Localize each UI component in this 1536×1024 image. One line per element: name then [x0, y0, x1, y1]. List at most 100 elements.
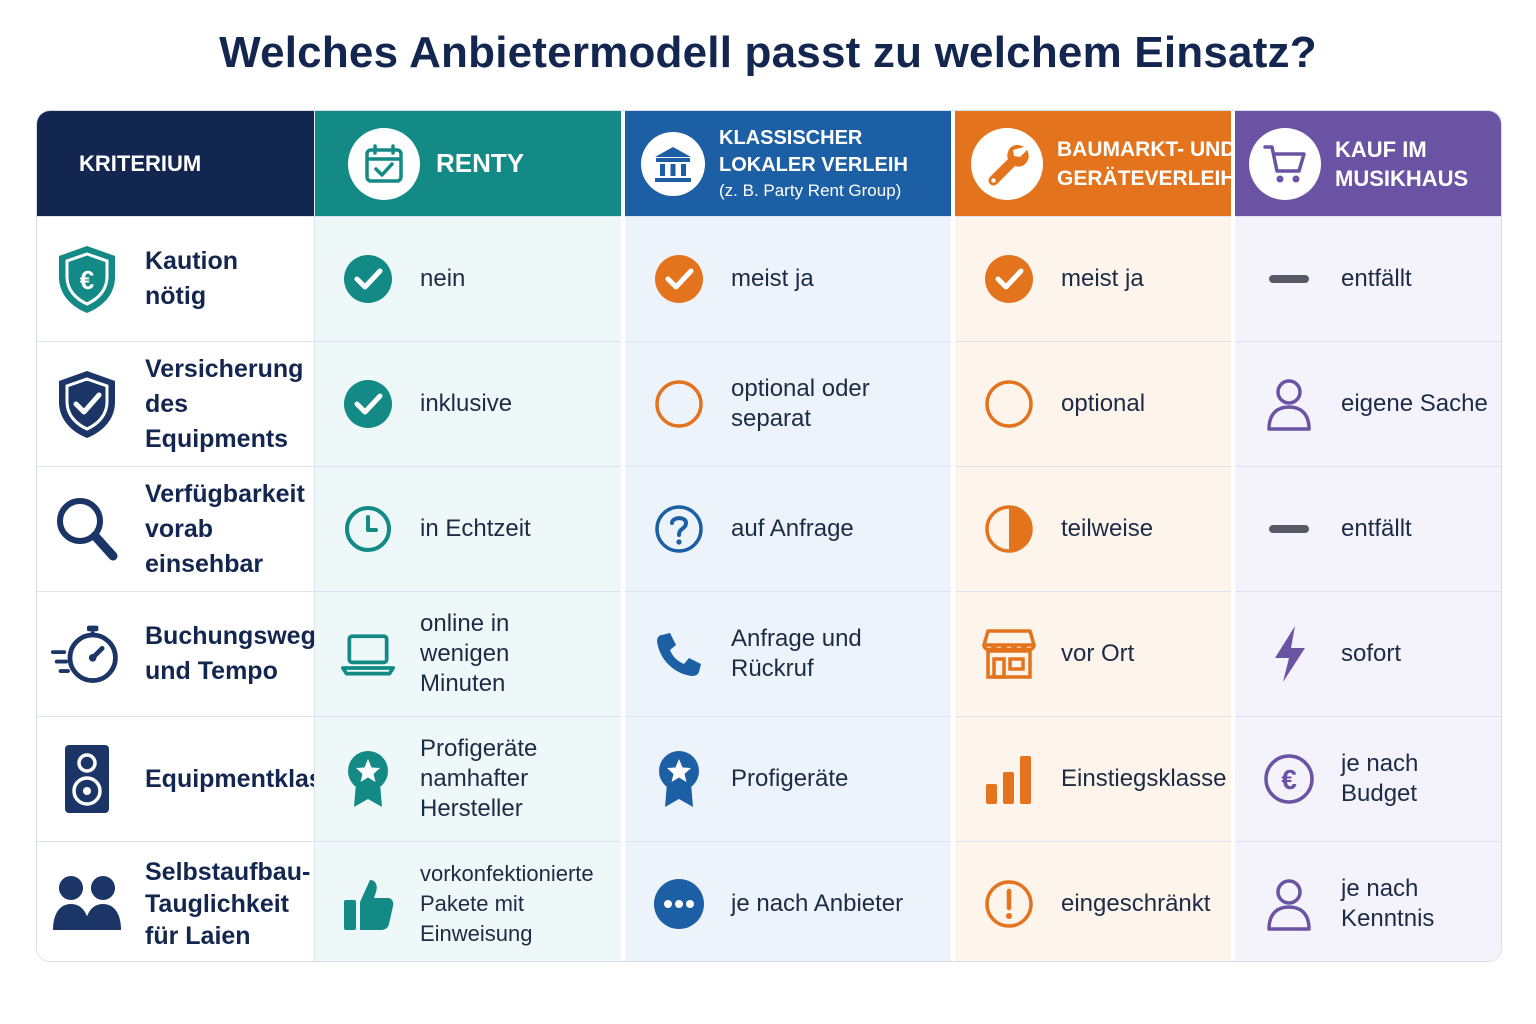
cell-text: Einstiegsklasse: [1061, 765, 1227, 792]
cell-text: teilweise: [1061, 515, 1154, 542]
dash-icon: [1261, 501, 1317, 557]
hardware-cell: Einstiegsklasse: [955, 716, 1231, 841]
music-cell: € je nach Budget: [1235, 716, 1501, 841]
svg-text:€: €: [80, 265, 94, 295]
criterion-row-deposit: € Kaution nötig: [37, 216, 314, 341]
person-icon: [1261, 876, 1317, 932]
thumbs-up-icon: [340, 876, 396, 932]
criterion-row-class: Equipmentklasse: [37, 716, 351, 841]
cell-text: entfällt: [1341, 265, 1412, 292]
music-header: KAUF IM MUSIKHAUS: [1235, 111, 1501, 216]
cell-text: sofort: [1341, 640, 1402, 667]
local-cell: meist ja: [625, 216, 951, 341]
award-badge-icon: [651, 751, 707, 807]
renty-cell: inklusive: [314, 341, 621, 466]
cell-text: Profigeräte namhafter Hersteller: [420, 735, 538, 822]
exclamation-circle-icon: [981, 876, 1037, 932]
hardware-cell: teilweise: [955, 466, 1231, 591]
cell-text: je nach Anbieter: [731, 890, 904, 917]
renty-column: RENTY nein inklusive in Echtzeit online …: [314, 111, 621, 961]
column-divider: [314, 111, 315, 961]
hardware-column: BAUMARKT- UND GERÄTEVERLEIH meist ja opt…: [955, 111, 1236, 961]
lightning-icon: [1261, 626, 1317, 682]
check-circle-icon: [651, 251, 707, 307]
cell-text: meist ja: [1061, 265, 1144, 292]
local-cell: optional oder separat: [625, 341, 951, 466]
criterion-row-selfsetup: Selbstaufbau-Tauglichkeit für Laien: [37, 841, 314, 961]
music-cell: eigene Sache: [1235, 341, 1501, 466]
criterion-header-label: KRITERIUM: [79, 151, 202, 176]
svg-text:€: €: [1281, 764, 1297, 795]
local-header-label: KLASSISCHER LOKALER VERLEIH (z. B. Party…: [719, 125, 939, 202]
cell-text: inklusive: [420, 390, 513, 417]
empty-circle-icon: [981, 376, 1037, 432]
laptop-icon: [340, 626, 396, 682]
renty-cell: vorkonfektionierte Pakete mit Einweisung: [314, 841, 621, 961]
wrench-icon: [971, 127, 1043, 200]
cell-text: eingeschränkt: [1061, 890, 1211, 917]
hardware-header-label: BAUMARKT- UND GERÄTEVERLEIH: [1057, 137, 1236, 190]
stopwatch-icon: [51, 618, 123, 690]
music-cell: je nach Kenntnis: [1235, 841, 1501, 961]
hardware-cell: optional: [955, 341, 1231, 466]
storefront-icon: [981, 626, 1037, 682]
music-cell: entfällt: [1235, 216, 1501, 341]
criterion-row-availability: Verfügbarkeit vorab einsehbar: [37, 466, 314, 591]
music-cell: entfällt: [1235, 466, 1501, 591]
bar-chart-icon: [981, 751, 1037, 807]
renty-cell: online in wenigen Minuten: [314, 591, 621, 716]
column-divider: [1231, 111, 1235, 961]
criterion-label: Versicherung des Equipments: [145, 354, 304, 453]
cell-text: Profigeräte: [731, 765, 849, 792]
shopping-cart-icon: [1249, 127, 1321, 200]
cell-text: optional: [1061, 390, 1146, 417]
criterion-row-booking: Buchungsweg und Tempo: [37, 591, 316, 716]
phone-icon: [651, 626, 707, 682]
dash-icon: [1261, 251, 1317, 307]
speaker-icon: [51, 743, 123, 815]
question-circle-icon: [651, 501, 707, 557]
hardware-cell: eingeschränkt: [955, 841, 1231, 961]
renty-cell: Profigeräte namhafter Hersteller: [314, 716, 621, 841]
criterion-header: KRITERIUM: [37, 111, 314, 216]
column-divider: [621, 111, 625, 961]
cell-text: entfällt: [1341, 515, 1412, 542]
local-cell: je nach Anbieter: [625, 841, 951, 961]
hardware-header: BAUMARKT- UND GERÄTEVERLEIH: [955, 111, 1236, 216]
check-circle-icon: [981, 251, 1037, 307]
local-cell: auf Anfrage: [625, 466, 951, 591]
cell-text: vor Ort: [1061, 640, 1135, 667]
cell-text: online in wenigen Minuten: [420, 610, 510, 697]
local-header-title: KLASSISCHER LOKALER VERLEIH: [719, 127, 908, 176]
cell-text: optional oder separat: [731, 375, 870, 432]
euro-circle-icon: €: [1261, 751, 1317, 807]
criterion-row-insurance: Versicherung des Equipments: [37, 341, 314, 466]
more-dots-icon: [651, 876, 707, 932]
local-header: KLASSISCHER LOKALER VERLEIH (z. B. Party…: [625, 111, 951, 216]
cell-text: auf Anfrage: [731, 515, 854, 542]
local-column: KLASSISCHER LOKALER VERLEIH (z. B. Party…: [625, 111, 951, 961]
music-cell: sofort: [1235, 591, 1501, 716]
check-circle-icon: [340, 376, 396, 432]
renty-cell: nein: [314, 216, 621, 341]
criterion-label: Kaution nötig: [145, 247, 239, 310]
local-cell: Anfrage und Rückruf: [625, 591, 951, 716]
cell-text: nein: [420, 265, 466, 292]
criterion-label: Buchungsweg und Tempo: [145, 622, 316, 685]
bank-building-icon: [641, 131, 705, 196]
award-badge-icon: [340, 751, 396, 807]
calendar-check-icon: [348, 127, 420, 200]
music-header-label: KAUF IM MUSIKHAUS: [1335, 136, 1469, 191]
cell-text: meist ja: [731, 265, 814, 292]
half-circle-icon: [981, 501, 1037, 557]
music-column: KAUF IM MUSIKHAUS entfällt eigene Sache …: [1235, 111, 1501, 961]
clock-icon: [340, 501, 396, 557]
shield-check-icon: [51, 368, 123, 440]
renty-header: RENTY: [314, 111, 621, 216]
renty-header-label: RENTY: [436, 148, 525, 178]
person-icon: [1261, 376, 1317, 432]
comparison-table: KRITERIUM € Kaution nötig Versicherung d…: [36, 110, 1502, 962]
criterion-column: KRITERIUM € Kaution nötig Versicherung d…: [37, 111, 351, 961]
page-title: Welches Anbietermodell passt zu welchem …: [219, 28, 1317, 77]
criterion-label: Verfügbarkeit vorab einsehbar: [145, 479, 305, 578]
